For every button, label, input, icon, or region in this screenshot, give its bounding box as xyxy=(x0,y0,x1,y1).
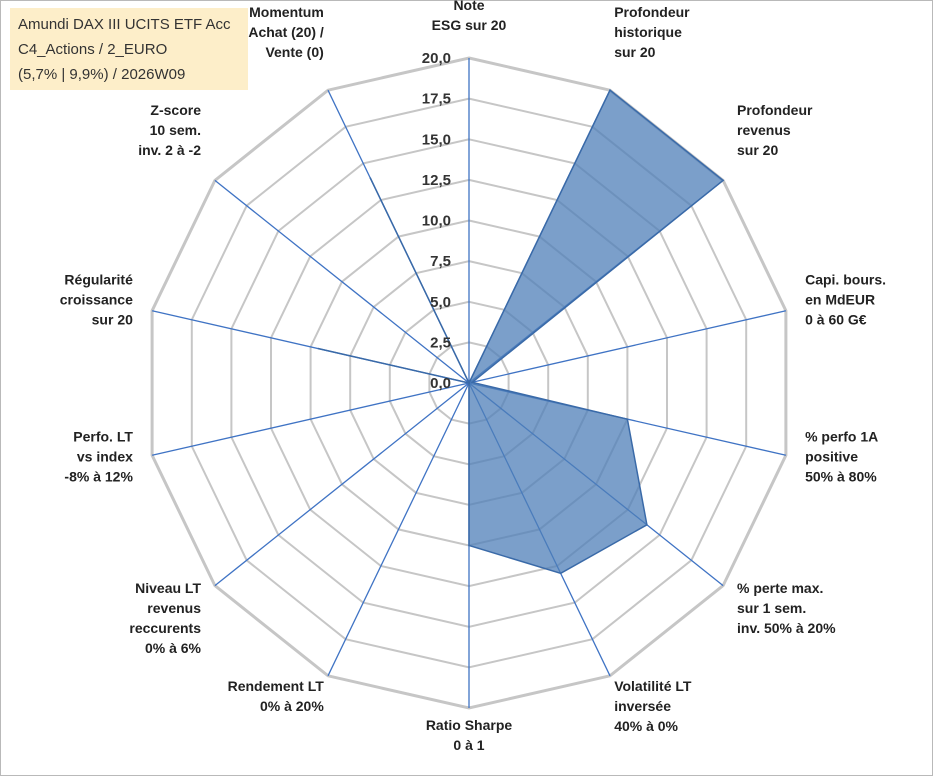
category-label-6: Volatilité LT inversée 40% à 0% xyxy=(614,678,692,734)
r-tick-label: 12,5 xyxy=(422,172,451,189)
category-label-8: Rendement LT 0% à 20% xyxy=(228,678,325,714)
category-label-5: % perte max. sur 1 sem. inv. 50% à 20% xyxy=(737,580,836,636)
r-tick-label: 17,5 xyxy=(422,91,451,108)
spoke-10 xyxy=(151,382,470,456)
title-line-category: C4_Actions / 2_EURO xyxy=(18,41,168,58)
tick-layer: 0,0 2,5 5,0 7,5 10,0 12,5 15,0 17,5 20,0 xyxy=(422,50,451,392)
r-tick-label: 2,5 xyxy=(430,334,451,351)
category-label-4: % perfo 1A positive 50% à 80% xyxy=(805,429,878,485)
category-label-1: Profondeur historique sur 20 xyxy=(614,4,690,60)
category-label-12: Z-score 10 sem. inv. 2 à -2 xyxy=(138,102,201,158)
r-tick-label: 7,5 xyxy=(430,253,451,270)
title-line-stats: (5,7% | 9,9%) / 2026W09 xyxy=(18,66,186,83)
title-box: Amundi DAX III UCITS ETF Acc C4_Actions … xyxy=(10,8,248,90)
category-label-3: Capi. bours. en MdEUR 0 à 60 G€ xyxy=(805,272,886,328)
category-label-layer: Note ESG sur 20 Profondeur historique sur 20… xyxy=(60,0,886,753)
r-tick-label: 10,0 xyxy=(422,213,451,230)
r-tick-label: 20,0 xyxy=(422,50,451,67)
data-point-2 xyxy=(722,179,724,182)
r-tick-label: 15,0 xyxy=(422,131,451,148)
data-point-13 xyxy=(369,177,372,179)
spoke-3 xyxy=(468,310,787,384)
series-area-0 xyxy=(318,89,725,575)
category-label-7: Ratio Sharpe 0 à 1 xyxy=(426,717,513,753)
data-point-11 xyxy=(317,347,320,350)
data-point-6 xyxy=(559,572,562,575)
data-point-5 xyxy=(646,524,648,526)
data-point-3 xyxy=(471,381,474,384)
category-label-2: Profondeur revenus sur 20 xyxy=(737,102,813,158)
category-label-11: Régularité croissance sur 20 xyxy=(60,272,133,328)
category-label-9: Niveau LT revenus reccurents 0% à 6% xyxy=(129,580,201,656)
title-line-fund: Amundi DAX III UCITS ETF Acc xyxy=(18,16,231,33)
r-tick-label: 5,0 xyxy=(430,294,451,311)
category-label-10: Perfo. LT vs index -8% à 12% xyxy=(64,429,133,485)
spoke-8 xyxy=(327,382,470,677)
series-layer xyxy=(317,89,725,575)
data-point-7 xyxy=(468,544,470,547)
spoke-12 xyxy=(214,179,470,384)
category-label-13: Momentum Achat (20) / Vente (0) xyxy=(248,4,324,60)
data-point-4 xyxy=(626,418,629,421)
data-point-1 xyxy=(609,89,611,91)
spoke-9 xyxy=(214,382,470,587)
data-point-12 xyxy=(468,382,470,384)
category-label-0: Note ESG sur 20 xyxy=(432,0,507,33)
r-tick-label: 0,0 xyxy=(430,375,451,392)
